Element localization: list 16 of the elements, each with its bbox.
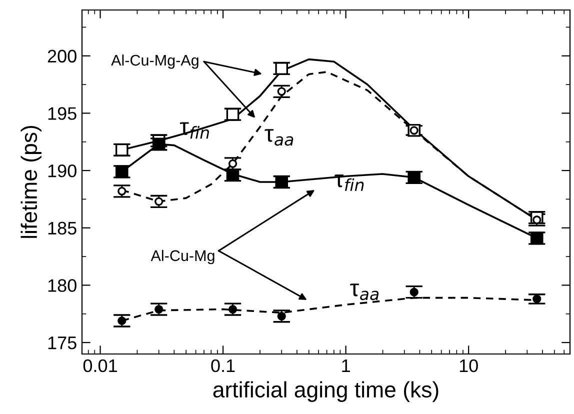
y-tick-label: 200 xyxy=(48,50,76,63)
y-tick-label: 195 xyxy=(48,107,76,120)
annotation: Al-Cu-Mg xyxy=(150,250,214,264)
x-tick-label: 0.01 xyxy=(83,359,117,372)
x-axis-title: artificial aging time (ks) xyxy=(213,381,438,402)
annotation: Al-Cu-Mg-Ag xyxy=(111,54,198,69)
y-tick-label: 180 xyxy=(48,279,76,292)
y-tick-label: 175 xyxy=(48,336,76,350)
y-tick-label: 190 xyxy=(48,164,76,178)
y-tick-label: 185 xyxy=(48,222,76,235)
x-tick-label: 0.1 xyxy=(211,359,235,372)
annotation: τ$_{aa}$ xyxy=(264,129,294,146)
y-axis-title: lifetime (ps) xyxy=(20,126,42,238)
annotation: τ$_{aa}$ xyxy=(350,284,379,300)
x-tick-label: 10 xyxy=(460,359,478,372)
x-tick-label: 1 xyxy=(342,360,350,372)
